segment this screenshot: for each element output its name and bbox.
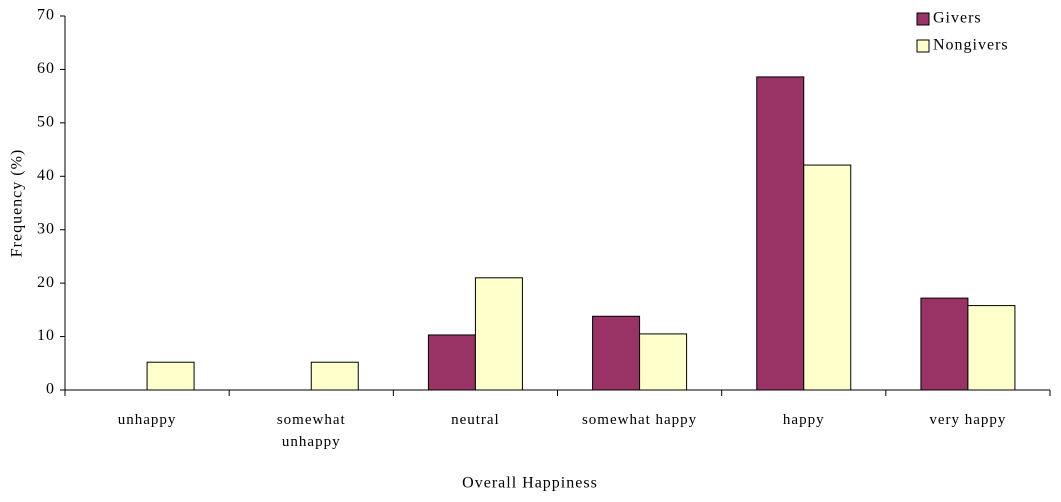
x-axis-title: Overall Happiness	[462, 475, 598, 492]
legend-label: Nongivers	[933, 37, 1009, 54]
bar	[803, 164, 852, 391]
bar	[756, 76, 805, 391]
y-axis-title: Frequency (%)	[9, 149, 26, 258]
bar	[427, 334, 476, 391]
y-tick-label: 20	[37, 274, 55, 291]
x-tick-label: unhappy	[117, 412, 177, 428]
bar	[967, 305, 1016, 391]
bar	[592, 315, 641, 391]
y-tick-label: 70	[37, 7, 55, 24]
x-tick-label: very happy	[929, 412, 1007, 428]
x-tick-label: neutral	[451, 412, 500, 428]
legend-label: Givers	[933, 10, 982, 27]
y-tick-label: 10	[37, 327, 55, 344]
x-tick-label: somewhat happy	[581, 412, 698, 428]
y-tick-label: 40	[37, 167, 55, 184]
x-tick-label: somewhat unhappy	[276, 412, 346, 450]
legend-swatch	[916, 39, 930, 53]
bar	[474, 277, 523, 391]
y-tick-label: 0	[46, 381, 55, 398]
bar	[920, 297, 969, 391]
y-tick-label: 60	[37, 60, 55, 77]
bar	[310, 361, 359, 391]
y-tick-label: 50	[37, 114, 55, 131]
bar	[639, 333, 688, 391]
y-tick-label: 30	[37, 220, 55, 237]
bar	[146, 361, 195, 391]
x-tick-label: happy	[782, 412, 825, 428]
legend-swatch	[916, 12, 930, 26]
